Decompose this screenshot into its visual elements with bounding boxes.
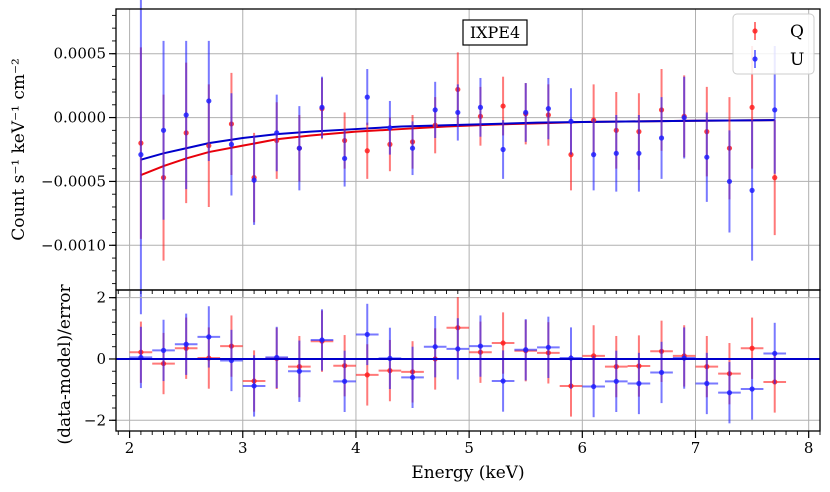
bottom-point-u <box>523 347 529 353</box>
top-y-axis: −0.0010 −0.0005 0.0000 0.0005 <box>41 14 116 285</box>
top-panel: −0.0010 −0.0005 0.0000 0.0005 IXPE4 QU Count s… <box>9 0 821 315</box>
top-point-u <box>138 152 144 158</box>
title-text: IXPE4 <box>470 23 520 42</box>
bottom-point-u <box>772 350 778 357</box>
bottom-point-u <box>500 378 506 384</box>
top-point-q <box>364 148 370 154</box>
top-point-u <box>613 150 619 156</box>
title-box <box>462 19 528 46</box>
top-point-u <box>228 141 235 147</box>
bottom-ytick-label: 2 <box>96 289 106 307</box>
bottom-point-u <box>545 344 551 350</box>
x-tick-label: 3 <box>238 439 248 457</box>
chart-title: IXPE4 <box>462 19 528 46</box>
legend-marker-dot <box>752 28 758 34</box>
top-point-u <box>160 127 167 133</box>
x-tick-label: 5 <box>464 439 474 457</box>
bottom-point-u <box>319 337 325 343</box>
top-point-u <box>772 107 778 113</box>
model-curve-u <box>140 119 775 161</box>
top-point-u <box>342 155 348 162</box>
x-tick-label: 4 <box>351 439 361 457</box>
bottom-point-u <box>477 343 484 349</box>
top-point-u <box>477 104 484 110</box>
legend-label-q: Q <box>790 22 804 42</box>
top-point-u <box>274 130 280 136</box>
y-axis-label-top: Count s⁻¹ keV⁻¹ cm⁻² <box>9 58 29 241</box>
bottom-point-u <box>432 344 438 350</box>
bottom-series-u <box>129 303 787 424</box>
bottom-y-axis: −2 0 2 <box>84 289 116 429</box>
top-point-u <box>749 187 755 193</box>
top-grid <box>116 9 820 290</box>
bottom-point-u <box>726 390 733 396</box>
top-point-q <box>749 104 755 110</box>
y-axis-label-bottom: (data-model)/error <box>55 284 75 445</box>
top-point-u <box>681 114 687 121</box>
bottom-point-u <box>183 341 189 347</box>
bottom-point-u <box>658 369 665 376</box>
top-series-u <box>138 0 778 315</box>
top-point-u <box>500 146 506 153</box>
bottom-point-u <box>296 368 302 374</box>
top-point-u <box>704 154 710 160</box>
bottom-panel: −2 0 2 2 3 4 5 6 7 8 (data-model)/error Energy (keV… <box>55 284 821 483</box>
legend-label-u: U <box>790 50 804 70</box>
top-point-u <box>296 145 302 151</box>
top-point-u <box>545 106 551 112</box>
x-tick-labels: 2 3 4 5 6 7 8 <box>125 439 814 457</box>
bottom-point-u <box>364 331 370 338</box>
bottom-point-u <box>749 386 755 392</box>
bottom-point-u <box>455 346 461 352</box>
x-tick-label: 8 <box>804 439 814 457</box>
top-point-u <box>364 94 370 100</box>
bottom-point-u <box>613 378 619 384</box>
top-point-u <box>183 112 189 118</box>
top-point-u <box>432 107 438 113</box>
top-ytick-label: −0.0010 <box>41 236 106 254</box>
bottom-point-u <box>636 380 642 387</box>
top-point-q <box>772 175 778 181</box>
bottom-point-u <box>704 380 710 387</box>
top-point-u <box>591 152 597 158</box>
bottom-point-u <box>160 347 167 353</box>
top-point-u <box>387 125 393 131</box>
top-series-q <box>138 46 778 261</box>
top-point-u <box>319 104 325 110</box>
top-point-q <box>500 103 506 109</box>
bottom-point-u <box>591 383 597 390</box>
bottom-point-u <box>342 378 348 384</box>
top-ytick-label: 0.0005 <box>54 45 107 63</box>
legend-marker-dot <box>752 56 758 62</box>
bottom-point-u <box>409 374 416 380</box>
x-tick-label: 7 <box>691 439 701 457</box>
top-point-u <box>455 109 461 116</box>
bottom-point-q <box>500 340 506 346</box>
bottom-ytick-label: 0 <box>96 350 106 368</box>
top-point-u <box>251 177 257 183</box>
x-tick-label: 2 <box>125 439 135 457</box>
top-point-u <box>658 135 665 141</box>
bottom-point-q <box>749 345 755 351</box>
top-point-u <box>726 178 733 185</box>
top-ytick-label: 0.0000 <box>54 109 107 127</box>
top-point-u <box>206 98 212 104</box>
bottom-point-u <box>206 334 212 340</box>
top-point-u <box>568 118 574 124</box>
bottom-x-axis <box>117 431 821 438</box>
x-tick-label: 6 <box>578 439 588 457</box>
bottom-frame <box>115 289 821 432</box>
legend: QU <box>732 13 815 75</box>
top-point-u <box>523 109 529 116</box>
x-axis-label: Energy (keV) <box>411 463 524 483</box>
top-point-u <box>409 145 416 151</box>
top-ytick-label: −0.0005 <box>41 172 106 190</box>
top-point-u <box>636 150 642 156</box>
bottom-point-q <box>364 372 370 378</box>
bottom-point-u <box>251 383 257 389</box>
bottom-ytick-label: −2 <box>84 411 106 429</box>
